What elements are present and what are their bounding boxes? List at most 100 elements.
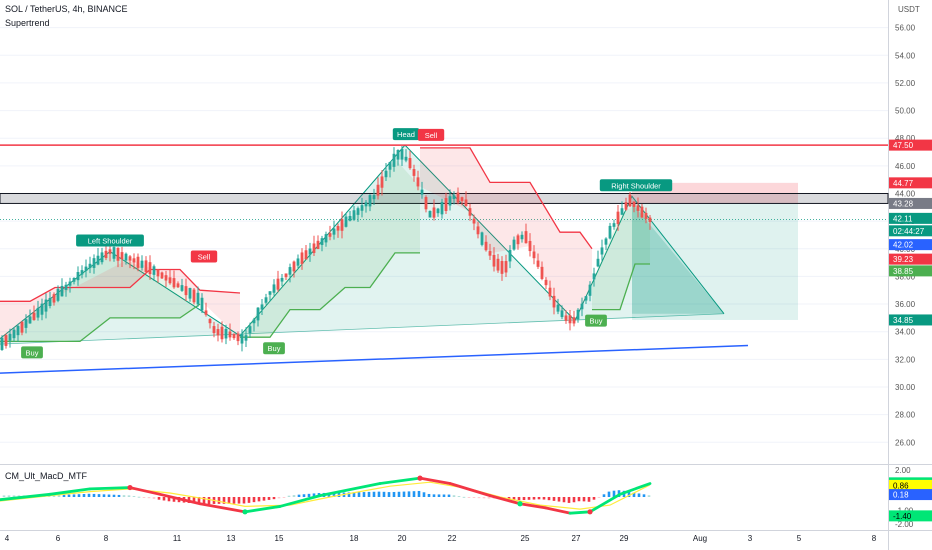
macd-label-badge[interactable]	[889, 479, 932, 491]
horizontal-levels[interactable]	[0, 144, 889, 221]
macd-histogram-bar	[332, 492, 336, 497]
price-label-badge[interactable]	[889, 265, 932, 277]
candle-body	[404, 156, 408, 161]
candle-body	[32, 312, 36, 321]
candle-body	[248, 326, 252, 334]
macd-histogram-bar	[122, 495, 126, 497]
macd-histogram-bar	[357, 492, 361, 497]
candle-body	[460, 197, 464, 202]
price-tick-label: 30.00	[895, 383, 916, 392]
annotation-buy-badge	[263, 342, 285, 355]
price-axis[interactable]: 26.0028.0030.0032.0034.0036.0038.0040.00…	[5, 24, 932, 543]
price-label-badge[interactable]	[889, 197, 932, 209]
macd-histogram-bar	[162, 497, 166, 501]
candle-body	[0, 337, 4, 350]
trendline[interactable]	[0, 344, 749, 374]
macd-histogram-bar	[82, 494, 86, 497]
macd-label-badge[interactable]	[889, 510, 932, 522]
position-tool[interactable]	[632, 182, 798, 320]
candle-body	[52, 294, 56, 303]
macd-histogram-bar	[297, 494, 301, 497]
price-label-badge[interactable]	[889, 225, 932, 237]
pattern-fill	[0, 145, 724, 345]
candle-body	[612, 223, 616, 227]
annotation-buy-label: Buy	[590, 317, 603, 326]
candle-body	[476, 226, 480, 235]
macd-histogram-bar	[577, 497, 581, 502]
price-tick-label: 32.00	[895, 355, 916, 364]
candle-body	[548, 287, 552, 297]
candle-body	[556, 304, 560, 312]
macd-histogram-bar	[287, 495, 291, 497]
indicator-name[interactable]: Supertrend	[5, 18, 50, 28]
price-tick-label: 38.00	[895, 272, 916, 281]
price-label-badge[interactable]	[889, 212, 932, 224]
candle-body	[540, 266, 544, 279]
price-tick-label: 54.00	[895, 51, 916, 60]
time-tick-label: 3	[748, 534, 753, 543]
resistance-zone[interactable]	[0, 192, 889, 204]
macd-histogram-bar	[87, 493, 91, 497]
macd-histogram-bar	[202, 497, 206, 504]
candle-body	[636, 205, 640, 211]
macd-line-segment	[518, 502, 547, 510]
candle-body	[568, 315, 572, 324]
time-tick-label: 5	[797, 534, 802, 543]
macd-histogram-bar	[112, 494, 116, 497]
candle-body	[320, 238, 324, 245]
macd-histogram-bar	[222, 497, 226, 504]
macd-line-segment	[418, 476, 452, 485]
macd-histogram-bar	[7, 495, 11, 497]
macd-indicator-name[interactable]: CM_Ult_MacD_MTF	[5, 471, 88, 481]
macd-histogram-bar	[607, 491, 611, 497]
macd-histogram-bar	[197, 497, 201, 504]
candle-body	[348, 215, 352, 221]
macd-histogram-bar	[597, 497, 601, 498]
candle-body	[520, 234, 524, 240]
macd-histogram-bar	[472, 497, 476, 498]
annotations: Left Shoulder Head Right Shoulder Buy Buy Buy…	[21, 128, 673, 359]
price-label-badge[interactable]	[889, 314, 932, 326]
macd-histogram-bar	[12, 495, 16, 497]
candle-body	[584, 296, 588, 301]
macd-histogram-bar	[602, 494, 606, 497]
take-profit-zone[interactable]	[632, 203, 798, 320]
candle-body	[392, 153, 396, 167]
price-label-badge[interactable]	[889, 253, 932, 265]
macd-histogram-bar	[132, 495, 136, 497]
macd-histogram-bar	[417, 490, 421, 497]
price-label-badge[interactable]	[889, 139, 932, 151]
macd-histogram-bar	[247, 497, 251, 503]
macd-label-badge[interactable]	[889, 489, 932, 501]
projection-fill	[632, 203, 724, 314]
annotation-pattern-label: Right Shoulder	[611, 181, 661, 190]
candle-body	[60, 285, 64, 297]
support-trendline[interactable]	[0, 344, 749, 374]
candle-body	[228, 331, 232, 338]
candle-body	[484, 241, 488, 251]
macd-histogram-bar	[537, 497, 541, 500]
annotation-sell-label: Sell	[198, 253, 211, 262]
macd-histogram-bar	[207, 497, 211, 504]
macd-histogram-bar	[517, 497, 521, 501]
candle-body	[220, 326, 224, 340]
candle-body	[16, 326, 20, 336]
candle-body	[224, 328, 228, 339]
candle-body	[12, 329, 16, 339]
macd-histogram-bar	[257, 497, 261, 502]
macd-histogram-bar	[637, 493, 641, 497]
price-label-badge[interactable]	[889, 177, 932, 189]
macd-histogram-bar	[562, 497, 566, 503]
price-label-text: 43.28	[893, 199, 914, 208]
candle-body	[256, 307, 260, 321]
candle-body	[308, 248, 312, 255]
macd-cross-dot	[417, 475, 423, 481]
annotation-buy-label: Buy	[268, 344, 281, 353]
price-label-badge[interactable]	[889, 239, 932, 251]
time-tick-label: 13	[227, 534, 236, 543]
candle-body	[620, 208, 624, 215]
macd-histogram-bar	[152, 497, 156, 499]
macd-histogram-bar	[452, 495, 456, 497]
macd-histogram-bar	[552, 497, 556, 501]
macd-histogram-bar	[262, 497, 266, 501]
